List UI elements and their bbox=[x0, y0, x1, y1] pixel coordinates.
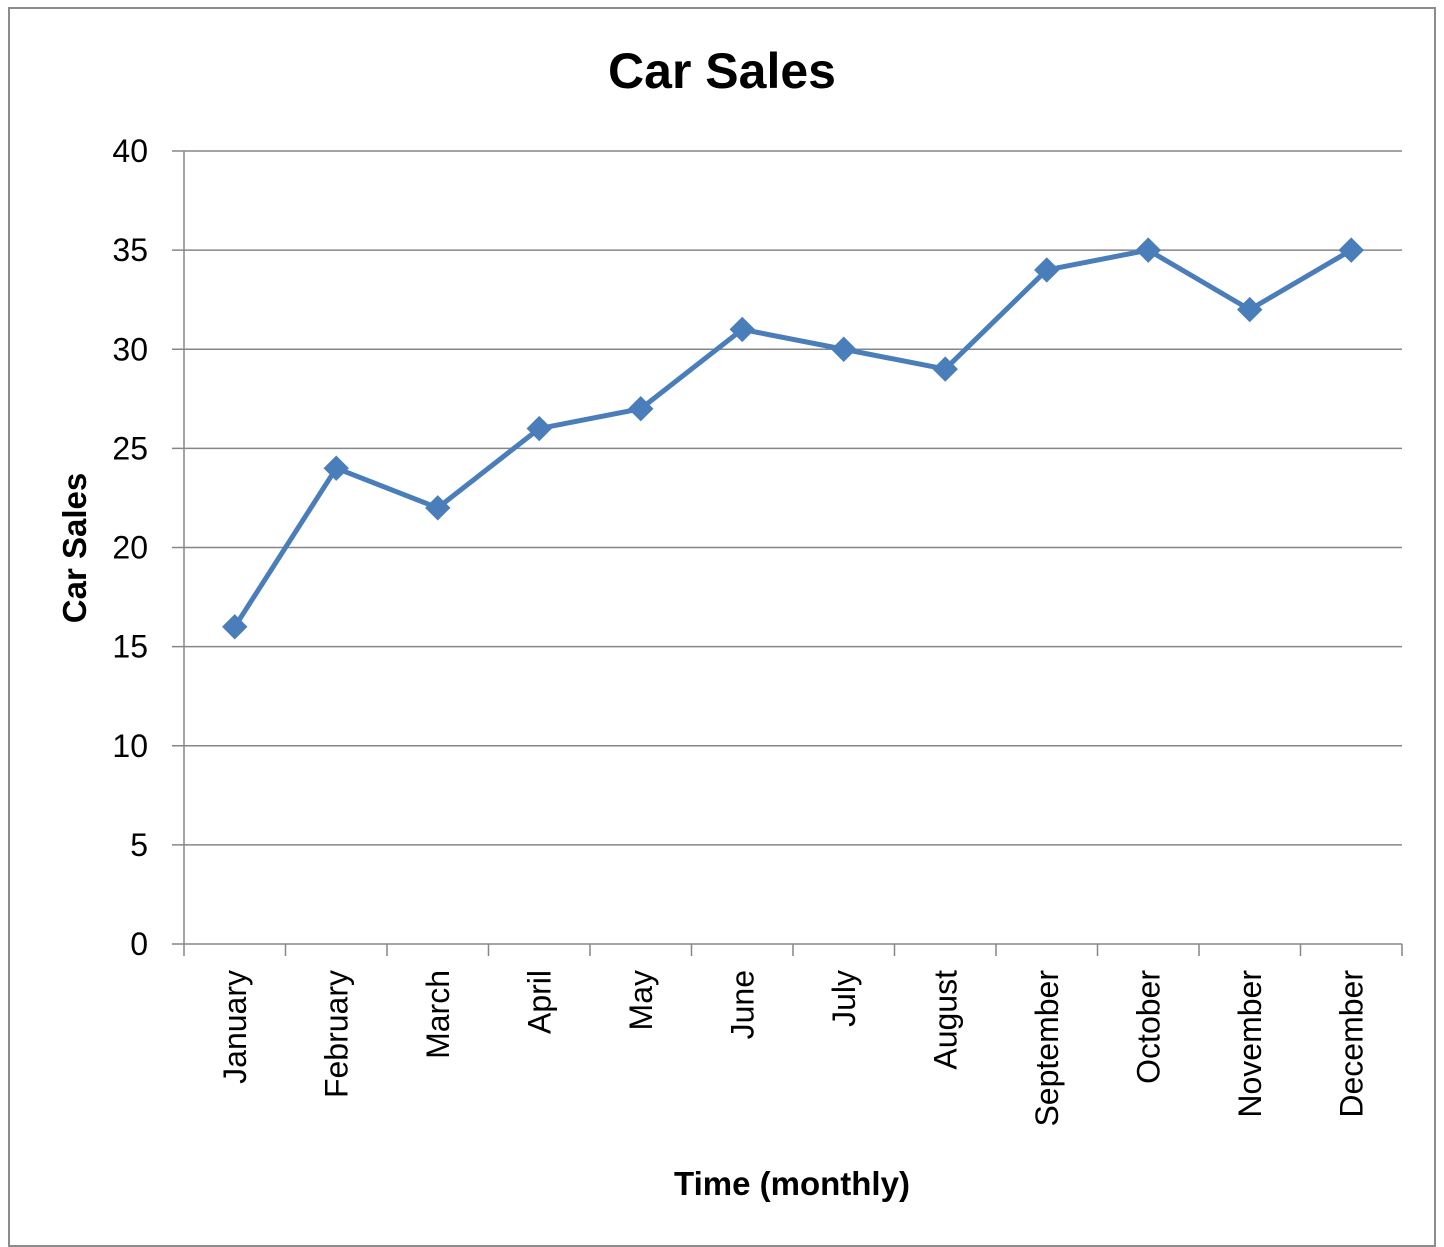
x-tick-label: October bbox=[1130, 970, 1166, 1084]
x-axis-title: Time (monthly) bbox=[674, 1165, 910, 1202]
x-tick-label: June bbox=[724, 970, 760, 1039]
y-axis-title: Car Sales bbox=[56, 473, 93, 623]
series-line bbox=[232, 247, 1354, 630]
y-tick-label: 30 bbox=[112, 331, 148, 367]
data-point-marker bbox=[932, 356, 958, 382]
x-tick-label: January bbox=[217, 970, 253, 1084]
y-tick-label: 15 bbox=[112, 629, 148, 665]
y-tick-label: 35 bbox=[112, 232, 148, 268]
x-tick-label: September bbox=[1029, 970, 1065, 1127]
y-tick-label: 25 bbox=[112, 430, 148, 466]
x-tick-label: July bbox=[826, 970, 862, 1027]
axes bbox=[172, 150, 1403, 956]
x-tick-label: August bbox=[927, 970, 963, 1070]
y-tick-label: 10 bbox=[112, 728, 148, 764]
x-tick-label: February bbox=[318, 970, 354, 1098]
data-point-marker bbox=[323, 455, 349, 481]
y-tick-label: 0 bbox=[130, 926, 148, 962]
x-tick-label: December bbox=[1333, 970, 1369, 1118]
series-layer bbox=[222, 237, 1364, 640]
data-point-marker bbox=[628, 396, 654, 422]
y-tick-label: 20 bbox=[112, 530, 148, 566]
data-point-marker bbox=[222, 614, 248, 640]
y-tick-labels: 0 5 10 15 20 25 30 35 40 bbox=[112, 133, 148, 962]
x-tick-label: May bbox=[623, 970, 659, 1030]
gridlines bbox=[184, 150, 1402, 846]
data-point-marker bbox=[425, 495, 451, 521]
x-tick-label: November bbox=[1232, 970, 1268, 1118]
data-point-marker bbox=[1034, 257, 1060, 283]
data-point-marker bbox=[526, 415, 552, 442]
x-tick-labels: January February March April May June July Augu… bbox=[217, 970, 1370, 1127]
x-tick-label: April bbox=[521, 970, 557, 1034]
y-tick-label: 5 bbox=[130, 827, 148, 863]
data-point-marker bbox=[831, 336, 857, 362]
data-point-marker bbox=[1135, 237, 1161, 263]
chart-title: Car Sales bbox=[608, 43, 836, 99]
x-tick-label: March bbox=[420, 970, 456, 1059]
data-point-marker bbox=[1338, 237, 1364, 263]
y-tick-label: 40 bbox=[112, 133, 148, 169]
data-point-marker bbox=[729, 316, 755, 343]
data-point-marker bbox=[1237, 296, 1263, 323]
